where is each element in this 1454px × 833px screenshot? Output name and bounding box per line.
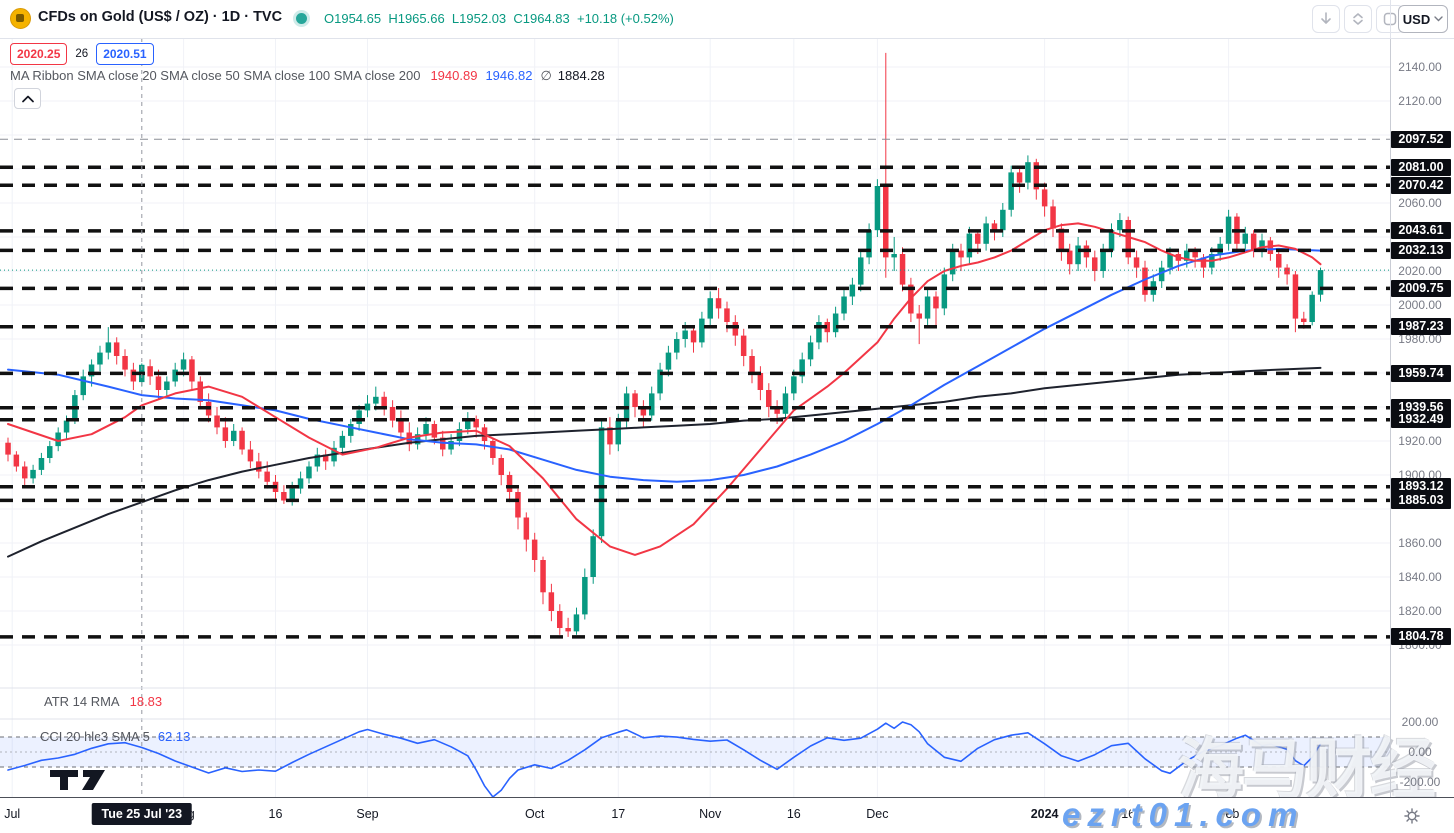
- pane-dividers[interactable]: [0, 687, 1390, 720]
- axis-settings-corner[interactable]: [1391, 798, 1454, 833]
- chevron-down-icon: [1434, 16, 1443, 22]
- sma200-line: [7, 366, 1322, 558]
- ma-ribbon-label: MA Ribbon SMA close 20 SMA close 50 SMA …: [10, 68, 421, 83]
- ma200-value: 1884.28: [557, 68, 605, 83]
- price-level-badge: 2043.61: [1391, 222, 1451, 240]
- chart-canvas[interactable]: [0, 0, 1390, 797]
- time-axis-label: 16: [786, 807, 801, 821]
- grid: [0, 38, 1390, 797]
- sma50-line: [7, 247, 1322, 483]
- brand-watermark: 海马财经: [1178, 732, 1436, 806]
- cci-axis-label: 200.00: [1401, 715, 1439, 729]
- price-axis-label: 1820.00: [1398, 604, 1442, 618]
- price-axis-label: 2120.00: [1398, 94, 1442, 108]
- ohlc-readout: O1954.65 H1965.66 L1952.03 C1964.83 +10.…: [324, 11, 674, 26]
- time-axis-label: Dec: [866, 807, 889, 821]
- price-level-badge: 1893.12: [1391, 478, 1451, 496]
- trade-panel: 2020.25 26 2020.51: [10, 42, 154, 66]
- price-level-badge: 1987.23: [1391, 318, 1451, 336]
- ma-ribbon-legend[interactable]: MA Ribbon SMA close 20 SMA close 50 SMA …: [10, 68, 605, 84]
- collapse-pane-button[interactable]: [14, 88, 41, 109]
- cci-label: CCI 20 hlc3 SMA 5: [40, 729, 150, 744]
- candles: [5, 52, 1324, 637]
- time-axis-label: Oct: [524, 807, 545, 821]
- price-level-badge: 2081.00: [1391, 158, 1451, 176]
- price-axis-label: 1980.00: [1398, 332, 1442, 346]
- ma50-value: 1946.82: [485, 68, 533, 83]
- atr-legend[interactable]: ATR 14 RMA 18.83: [44, 694, 162, 709]
- time-axis-label: 16: [1121, 807, 1136, 821]
- price-axis-label: 1840.00: [1398, 570, 1442, 584]
- cci-value: 62.13: [157, 729, 191, 744]
- tradingview-logo[interactable]: [50, 770, 122, 790]
- time-axis-label: 16: [268, 807, 283, 821]
- top-toolbar: CFDs on Gold (US$ / OZ) · 1D · TVC O1954…: [0, 0, 1454, 39]
- chevron-up-icon: [21, 95, 34, 102]
- price-level-badge: 2070.42: [1391, 176, 1451, 194]
- price-level-badge: 2097.52: [1391, 130, 1451, 148]
- time-axis-label: Jul: [4, 807, 21, 821]
- price-axis-label: 1860.00: [1398, 536, 1442, 550]
- sell-price-button[interactable]: 2020.25: [10, 43, 68, 65]
- price-axis[interactable]: 2140.00 2120.00 2060.00 2020.00 2000.00 1980.…: [1390, 38, 1454, 797]
- gear-icon[interactable]: [1403, 807, 1421, 825]
- cci-axis-label: 0.00: [1408, 745, 1432, 759]
- gold-coin-icon: [10, 8, 31, 29]
- price-level-badge: 2009.75: [1391, 279, 1451, 297]
- price-level-badge: 2032.13: [1391, 241, 1451, 259]
- price-axis-label: 2140.00: [1398, 60, 1442, 74]
- price-axis-border: [1390, 0, 1391, 833]
- currency-selector[interactable]: USD: [1398, 5, 1448, 33]
- cci-band: [0, 736, 1390, 768]
- site-watermark: ezrt01.com: [1062, 796, 1305, 833]
- download-arrow-icon[interactable]: [1312, 5, 1340, 33]
- price-level-badge: 1932.49: [1391, 411, 1451, 429]
- spread-value: 26: [75, 48, 89, 60]
- price-level-badge: 1804.78: [1391, 628, 1451, 646]
- price-axis-label: 2000.00: [1398, 298, 1442, 312]
- toolbar-separator: [1390, 0, 1391, 38]
- price-levels: [0, 138, 1390, 639]
- time-axis-label: Feb: [1217, 807, 1240, 821]
- cci-line: [7, 721, 1322, 797]
- time-axis-label: 2024: [1030, 807, 1059, 821]
- price-level-badge: 1885.03: [1391, 491, 1451, 509]
- price-level-badge: 1959.74: [1391, 364, 1451, 382]
- time-axis-label: Sep: [356, 807, 379, 821]
- atr-value: 18.83: [129, 694, 163, 709]
- price-axis-label: 1920.00: [1398, 434, 1442, 448]
- sma20-line: [7, 222, 1322, 556]
- symbol-title[interactable]: CFDs on Gold (US$ / OZ) · 1D · TVC: [38, 9, 283, 25]
- market-status-icon[interactable]: [296, 13, 307, 24]
- time-axis-label: Nov: [699, 807, 722, 821]
- crosshair-date-badge: Tue 25 Jul '23: [91, 803, 193, 825]
- buy-price-button[interactable]: 2020.51: [96, 43, 154, 65]
- ma20-value: 1940.89: [430, 68, 478, 83]
- time-axis-label: 17: [611, 807, 626, 821]
- atr-label: ATR 14 RMA: [44, 694, 120, 709]
- ma100-empty-value: ∅: [540, 68, 552, 83]
- cci-legend[interactable]: CCI 20 hlc3 SMA 5 62.13: [40, 729, 190, 744]
- price-axis-label: 2020.00: [1398, 264, 1442, 278]
- currency-label: USD: [1402, 11, 1431, 27]
- price-axis-label: 2060.00: [1398, 196, 1442, 210]
- time-axis[interactable]: JulAug16SepOct17Nov16Dec202416Feb Tue 25…: [0, 797, 1454, 833]
- maximize-pane-icon[interactable]: [1344, 5, 1372, 33]
- cci-axis-label: -200.00: [1399, 775, 1441, 789]
